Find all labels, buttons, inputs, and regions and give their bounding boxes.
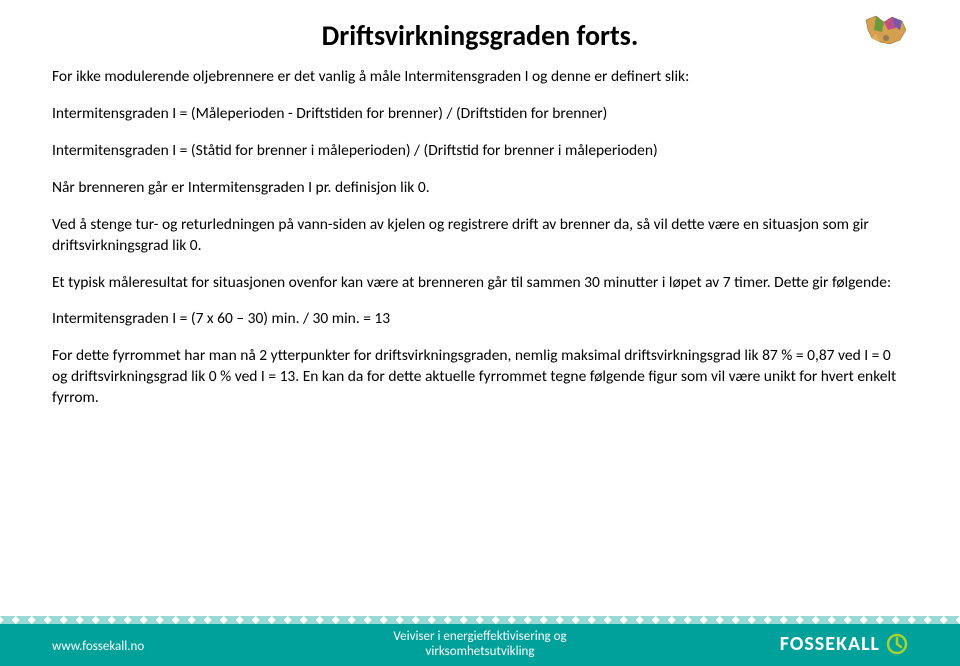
paragraph: Intermitensgraden I = (Måleperioden - Dr… bbox=[52, 104, 908, 125]
paragraph: Intermitensgraden I = (Ståtid for brenne… bbox=[52, 141, 908, 162]
footer-url: www.fossekall.no bbox=[52, 639, 144, 654]
footer: www.fossekall.no Veiviser i energieffekt… bbox=[0, 612, 960, 666]
header: Driftsvirkningsgraden forts. bbox=[0, 0, 960, 53]
logo-text: FOSSEKALL bbox=[780, 632, 880, 656]
paragraph: Når brenneren går er Intermitensgraden I… bbox=[52, 178, 908, 199]
paragraph: For dette fyrrommet har man nå 2 ytterpu… bbox=[52, 346, 908, 409]
paragraph: Et typisk måleresultat for situasjonen o… bbox=[52, 273, 908, 294]
footer-tagline: Veiviser i energieffektivisering og virk… bbox=[393, 629, 566, 660]
content-body: For ikke modulerende oljebrennere er det… bbox=[0, 53, 960, 409]
paragraph: For ikke modulerende oljebrennere er det… bbox=[52, 67, 908, 88]
footer-tagline-line: virksomhetsutvikling bbox=[425, 644, 534, 659]
map-icon bbox=[862, 12, 910, 52]
paragraph: Intermitensgraden I = (7 x 60 – 30) min.… bbox=[52, 309, 908, 330]
paragraph: Ved å stenge tur- og returledningen på v… bbox=[52, 215, 908, 257]
logo-mark-icon bbox=[886, 633, 908, 655]
footer-logo: FOSSEKALL bbox=[780, 632, 908, 656]
page-title: Driftsvirkningsgraden forts. bbox=[322, 18, 639, 53]
footer-tagline-line: Veiviser i energieffektivisering og bbox=[393, 629, 566, 644]
